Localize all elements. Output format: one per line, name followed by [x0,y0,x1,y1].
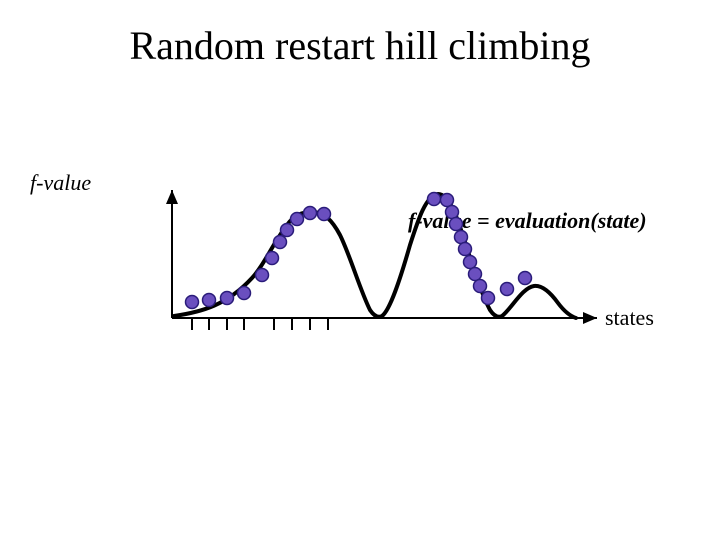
state-marker [450,218,463,231]
state-marker [291,213,304,226]
state-marker [318,208,331,221]
slide: Random restart hill climbing f-value f-v… [0,0,720,540]
state-marker [455,231,468,244]
x-axis-label: states [605,305,654,331]
state-marker [441,194,454,207]
state-marker [221,292,234,305]
state-marker [203,294,216,307]
state-marker [474,280,487,293]
state-marker [464,256,477,269]
state-marker [238,287,251,300]
slide-title: Random restart hill climbing [0,22,720,69]
state-marker [266,252,279,265]
state-marker [186,296,199,309]
chart [92,190,602,340]
chart-svg [92,190,602,340]
state-marker [274,236,287,249]
state-marker [459,243,472,256]
state-marker [482,292,495,305]
state-marker [501,283,514,296]
state-marker [428,193,441,206]
y-axis-arrow [166,190,178,204]
state-marker [256,269,269,282]
state-marker [281,224,294,237]
y-axis-label: f-value [30,170,91,196]
state-marker [519,272,532,285]
state-marker [469,268,482,281]
state-marker [446,206,459,219]
curve [174,194,576,318]
x-axis-arrow [583,312,597,324]
state-marker [304,207,317,220]
